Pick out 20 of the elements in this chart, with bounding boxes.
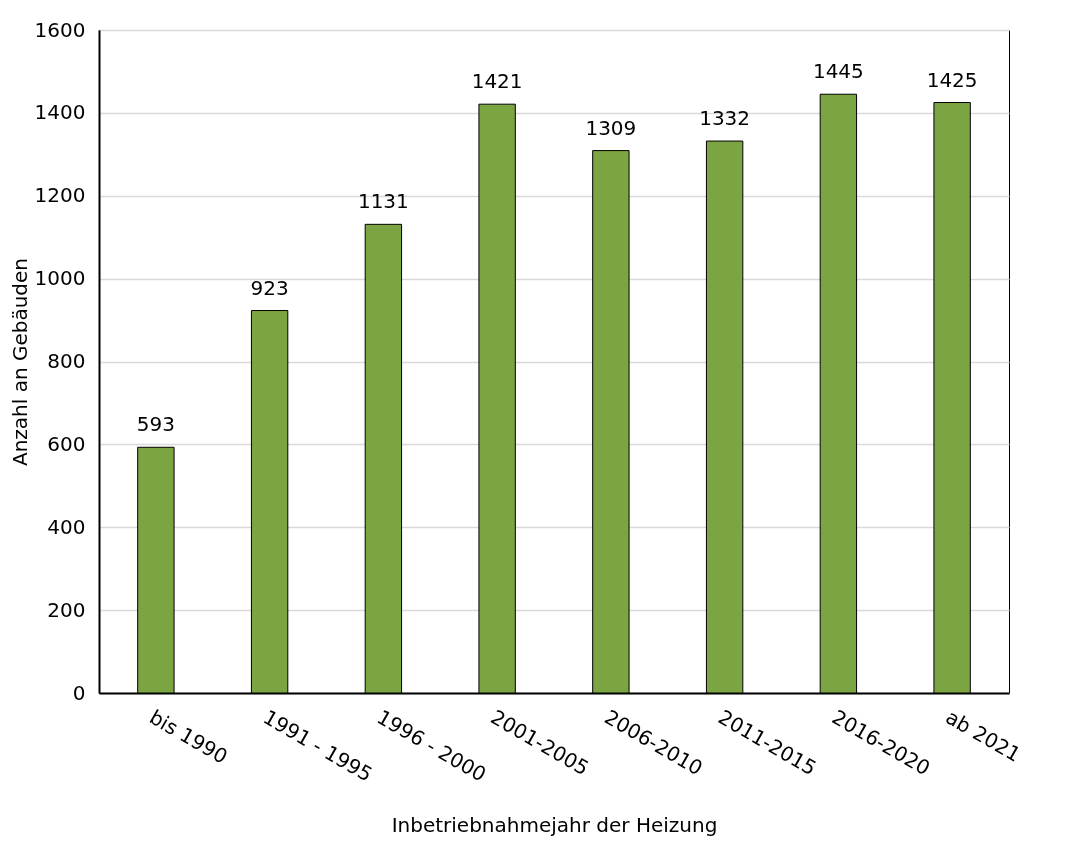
y-axis-title: Anzahl an Gebäuden (7, 257, 32, 467)
y-tick-label: 1400 (34, 100, 86, 125)
data-label: 1445 (812, 59, 864, 84)
y-tick-label: 600 (47, 431, 86, 456)
data-label: 923 (250, 275, 289, 300)
data-label: 1309 (585, 115, 637, 140)
y-tick-label: 1000 (34, 266, 86, 291)
data-label: 1332 (699, 106, 751, 131)
y-tick-label: 1200 (34, 183, 86, 208)
x-axis-title: Inbetriebnahmejahr der Heizung (391, 812, 718, 837)
data-label: 1425 (926, 67, 978, 92)
data-label: 1421 (471, 69, 523, 94)
y-tick-label: 1600 (34, 17, 86, 42)
data-label: 593 (136, 412, 175, 437)
y-tick-label: 200 (47, 597, 86, 622)
y-tick-label: 0 (72, 680, 86, 705)
data-label: 1131 (357, 189, 409, 214)
x-tick-label: bis 1990 (145, 704, 232, 769)
y-tick-label: 400 (47, 514, 86, 539)
y-tick-label: 800 (47, 349, 86, 373)
